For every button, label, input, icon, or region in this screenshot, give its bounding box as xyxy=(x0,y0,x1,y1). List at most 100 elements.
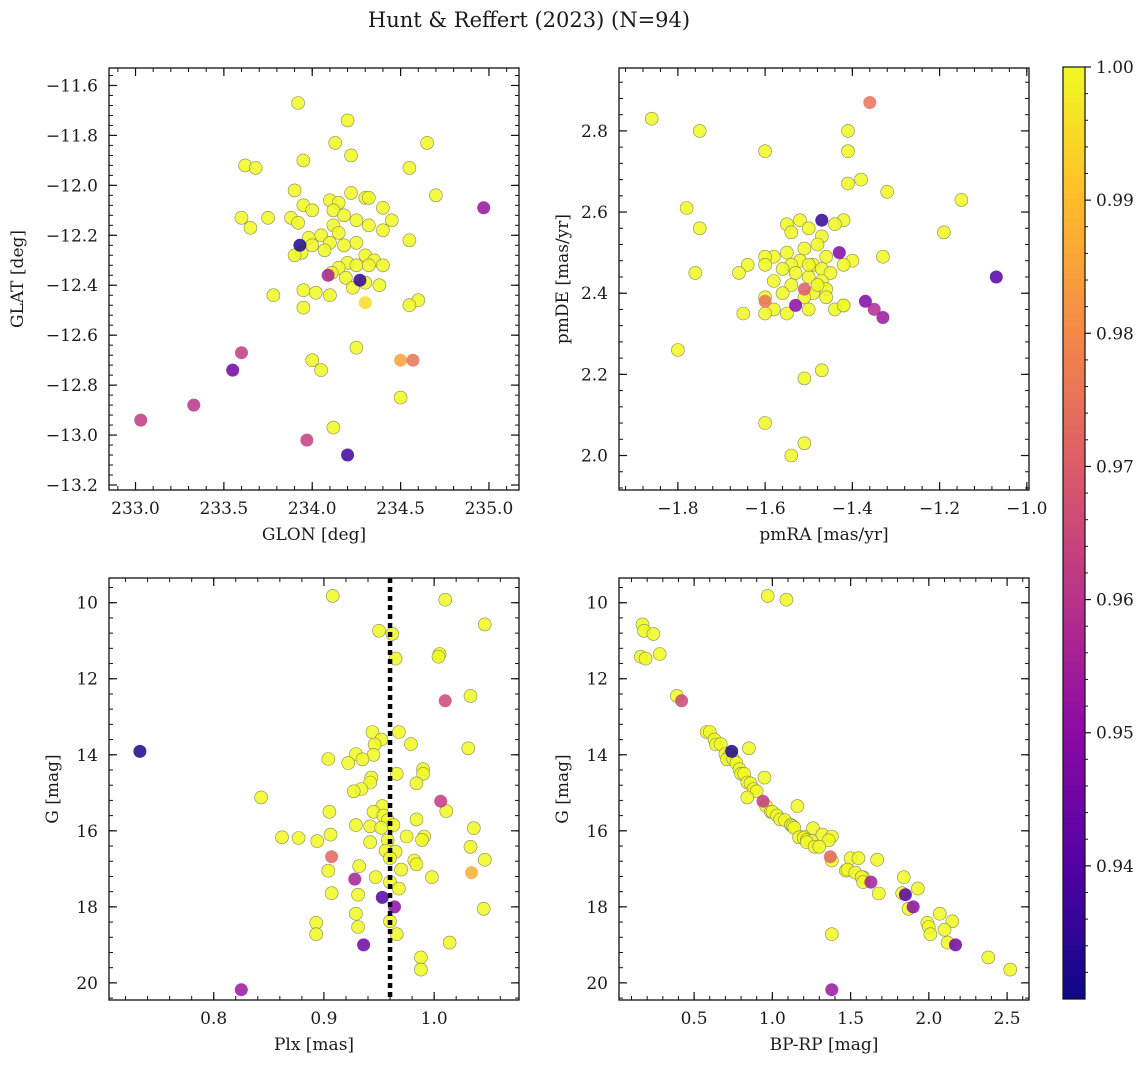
data-point xyxy=(385,627,400,641)
y-tick-label: −13.2 xyxy=(46,476,98,496)
x-tick-label: 235.0 xyxy=(465,499,514,519)
data-point xyxy=(784,225,799,240)
data-point xyxy=(348,872,362,886)
data-point xyxy=(801,302,816,317)
data-point xyxy=(766,274,781,288)
y-tick-label: −12.0 xyxy=(46,176,98,196)
data-point xyxy=(923,927,938,942)
axes-frame xyxy=(618,67,1030,491)
x-tick-label: 0.9 xyxy=(310,1009,337,1029)
data-point xyxy=(321,863,336,878)
y-tick-label: 16 xyxy=(76,822,98,842)
data-point xyxy=(758,416,772,430)
data-point xyxy=(841,124,855,138)
data-point xyxy=(810,237,825,252)
data-point xyxy=(415,833,429,847)
data-point xyxy=(757,770,772,785)
panel-2: −1.8 −1.6 −1.4 −1.2 −1.0 2.0 2.2 2.4 2.6 2.8 pmRA … xyxy=(553,67,1047,545)
y-tick-label: −13.0 xyxy=(46,426,98,446)
data-point xyxy=(321,268,335,282)
data-point xyxy=(409,812,424,827)
data-point xyxy=(815,213,829,227)
data-point xyxy=(372,623,386,638)
data-point xyxy=(466,821,481,836)
scatter-points xyxy=(644,96,1003,463)
data-point xyxy=(828,217,842,231)
x-tick-label: −1.0 xyxy=(1006,499,1047,519)
data-point xyxy=(363,835,378,850)
data-point xyxy=(234,211,249,225)
data-point xyxy=(876,249,890,264)
data-point xyxy=(266,288,281,303)
data-point xyxy=(296,153,311,168)
data-point xyxy=(337,208,351,223)
data-point xyxy=(133,744,147,758)
data-point xyxy=(775,286,790,301)
data-point xyxy=(374,820,389,835)
data-point xyxy=(810,278,825,292)
data-point xyxy=(275,830,289,845)
data-point xyxy=(429,188,443,203)
data-point xyxy=(758,257,772,272)
colorbar-gradient xyxy=(1062,66,1086,1000)
data-point xyxy=(346,784,361,799)
data-point xyxy=(404,737,418,751)
data-point xyxy=(870,852,885,867)
data-point xyxy=(402,298,417,313)
data-point xyxy=(463,689,478,703)
data-point xyxy=(308,285,323,300)
data-point xyxy=(836,298,851,313)
data-point xyxy=(351,920,365,934)
y-tick-label: 10 xyxy=(76,594,98,614)
data-point xyxy=(758,144,772,158)
data-point xyxy=(344,186,358,200)
data-point xyxy=(760,589,775,603)
data-point xyxy=(789,298,803,312)
data-point xyxy=(300,433,314,447)
data-point xyxy=(788,266,803,280)
data-point xyxy=(779,592,794,607)
data-point xyxy=(340,113,355,128)
data-point xyxy=(349,213,364,228)
axes-frame xyxy=(618,577,1030,1001)
x-tick-label: −1.2 xyxy=(919,499,960,519)
data-point xyxy=(836,257,851,272)
data-point xyxy=(358,296,372,310)
data-point xyxy=(394,862,408,877)
data-point xyxy=(349,906,363,921)
data-point xyxy=(296,300,311,315)
data-point xyxy=(780,245,794,260)
data-point xyxy=(756,794,770,808)
colorbar: 1.00 0.99 0.98 0.97 0.96 0.95 0.94 xyxy=(1062,58,1134,1000)
data-point xyxy=(325,589,340,603)
data-point xyxy=(235,346,248,360)
y-tick-label: −12.4 xyxy=(46,276,98,296)
data-point xyxy=(341,756,356,770)
data-point xyxy=(644,111,659,126)
x-axis-label: pmRA [mas/yr] xyxy=(759,525,888,545)
y-tick-label: 10 xyxy=(586,594,608,614)
data-point xyxy=(461,741,476,756)
data-point xyxy=(323,827,338,842)
y-axis-label: pmDE [mas/yr] xyxy=(553,214,573,344)
data-point xyxy=(328,136,343,150)
data-point xyxy=(248,161,263,175)
axes-frame xyxy=(108,577,520,1001)
y-tick-label: 14 xyxy=(586,746,608,766)
y-axis-label: G [mag] xyxy=(553,754,573,823)
data-point xyxy=(331,226,346,240)
data-point xyxy=(261,211,275,225)
data-point xyxy=(692,124,707,138)
data-point xyxy=(740,257,755,272)
data-point xyxy=(797,241,812,256)
data-point xyxy=(134,413,148,427)
scatter-panels: 233.0 233.5 234.0 234.5 235.0 −11.6 −11.8 −12.0… xyxy=(8,67,1047,1055)
data-point xyxy=(438,694,452,708)
data-point xyxy=(784,448,799,463)
data-point xyxy=(880,185,895,199)
x-tick-label: 0.8 xyxy=(200,1009,227,1029)
data-point xyxy=(305,203,320,218)
colorbar-tick-label: 0.95 xyxy=(1096,724,1134,744)
data-point xyxy=(349,818,363,832)
data-point xyxy=(384,213,399,228)
